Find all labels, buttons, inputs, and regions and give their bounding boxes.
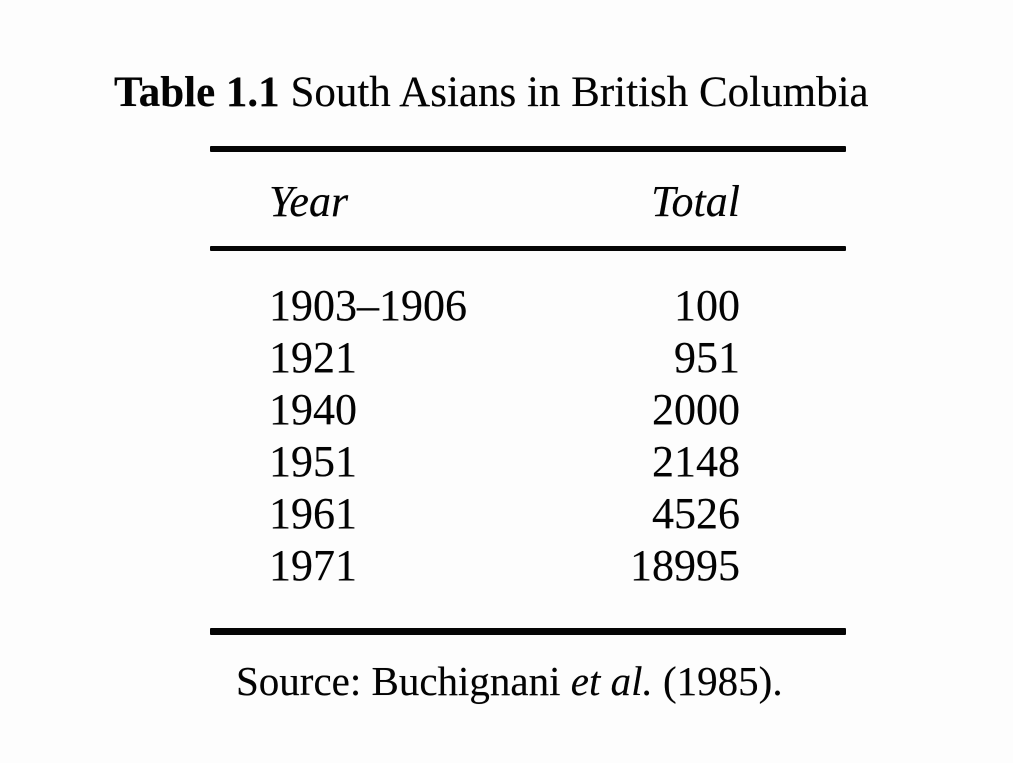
source-note-suffix: (1985).	[652, 658, 783, 704]
total-cell: 2000	[652, 385, 740, 434]
total-cell: 4526	[652, 489, 740, 538]
table-header-rule	[210, 246, 846, 251]
table-body: 1903–1906 100 1921 951 1940 2000 1951 21…	[210, 280, 846, 592]
table-row: 1971 18995	[210, 540, 846, 592]
table-title-number: Table 1.1	[114, 69, 280, 116]
year-cell: 1961	[269, 489, 357, 538]
year-cell: 1971	[269, 541, 357, 590]
table-top-rule	[210, 146, 846, 152]
year-cell: 1940	[269, 385, 357, 434]
total-cell: 2148	[652, 437, 740, 486]
table-row: 1951 2148	[210, 436, 846, 488]
source-note: Source: Buchignani et al. (1985).	[236, 657, 783, 705]
table-header-row: Year Total	[210, 176, 846, 228]
total-cell: 18995	[630, 541, 740, 590]
table-row: 1903–1906 100	[210, 280, 846, 332]
year-cell: 1903–1906	[269, 281, 467, 330]
total-cell: 100	[674, 281, 740, 330]
total-cell: 951	[674, 333, 740, 382]
table-row: 1940 2000	[210, 384, 846, 436]
source-note-etal: et al.	[570, 658, 653, 704]
column-header-total: Total	[651, 177, 740, 226]
year-cell: 1921	[269, 333, 357, 382]
table-title-text: South Asians in British Columbia	[279, 69, 869, 116]
table-row: 1921 951	[210, 332, 846, 384]
table-bottom-rule	[210, 628, 846, 635]
table-row: 1961 4526	[210, 488, 846, 540]
column-header-year: Year	[269, 177, 349, 226]
table-title: Table 1.1 South Asians in British Columb…	[114, 68, 869, 117]
source-note-prefix: Source: Buchignani	[236, 658, 571, 704]
year-cell: 1951	[269, 437, 357, 486]
